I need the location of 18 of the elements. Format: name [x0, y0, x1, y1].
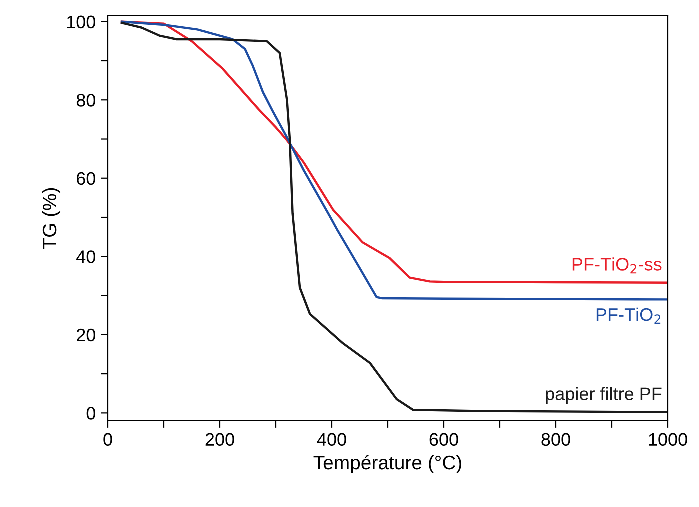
- x-tick-label: 400: [317, 433, 346, 446]
- series-label: papier filtre PF: [546, 387, 662, 404]
- line-series: [120, 22, 668, 414]
- x-tick-label: 200: [206, 433, 234, 446]
- y-tick-label: 100: [67, 16, 96, 29]
- x-tick-label: 600: [430, 433, 458, 446]
- x-tick-label: 800: [542, 433, 570, 446]
- x-tick-label: 0: [104, 433, 112, 446]
- y-tick-label: 80: [76, 94, 96, 107]
- series-label: PF-TiO$_{2}$-ss: [572, 258, 662, 274]
- y-tick-label: 0: [86, 407, 96, 420]
- y-tick-label: 20: [77, 328, 96, 342]
- x-tick-label: 1000: [649, 433, 688, 446]
- x-axis-title: Température (°C): [314, 455, 462, 474]
- series-label: PF-TiO$_{2}$: [596, 308, 661, 324]
- y-tick-label: 60: [77, 172, 96, 186]
- y-tick-label: 40: [76, 250, 96, 264]
- y-axis-title: TG (%): [42, 188, 61, 250]
